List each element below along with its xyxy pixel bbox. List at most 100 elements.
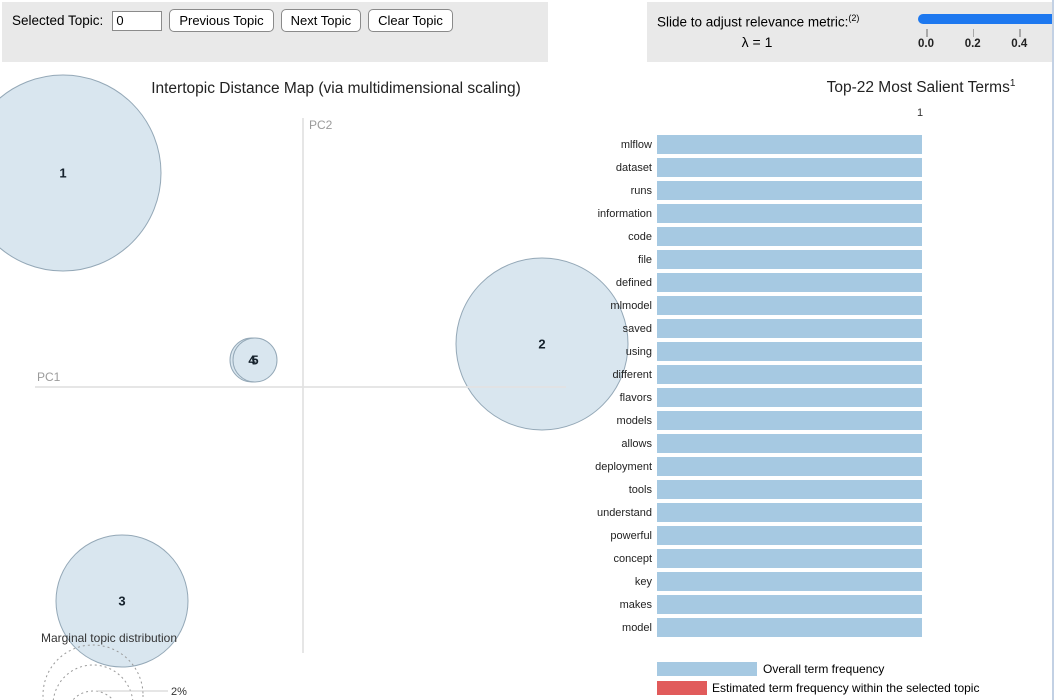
relevance-control-panel: Slide to adjust relevance metric:(2) λ =… [647, 2, 1052, 62]
selected-topic-input[interactable] [112, 10, 163, 31]
term-label[interactable]: file [637, 253, 652, 266]
relevance-metric-footnote: (2) [848, 13, 860, 23]
term-frequency-bar[interactable] [657, 135, 922, 154]
term-label[interactable]: model [622, 621, 652, 634]
term-frequency-bar[interactable] [657, 181, 922, 200]
term-label[interactable]: information [597, 207, 652, 220]
term-frequency-bar[interactable] [657, 342, 922, 361]
term-frequency-bar[interactable] [657, 319, 922, 338]
term-row: key [522, 572, 922, 591]
term-label[interactable]: saved [622, 322, 652, 335]
slider-tick-mark [1019, 29, 1021, 37]
slider-tick-label: 0.2 [964, 38, 981, 50]
term-row: makes [522, 595, 922, 614]
topic-labels-group: 1 2 3 45 [59, 166, 545, 609]
term-frequency-bar[interactable] [657, 503, 922, 522]
term-frequency-bar[interactable] [657, 549, 922, 568]
term-row: different [522, 365, 922, 384]
term-row: understand [522, 503, 922, 522]
marginal-legend-2pct-label: 2% [171, 686, 187, 698]
term-frequency-bar[interactable] [657, 227, 922, 246]
term-label[interactable]: defined [615, 276, 652, 289]
topic-circle-5[interactable] [232, 337, 278, 383]
lambda-value-label: λ = 1 [741, 34, 773, 50]
slider-tick-label: 0.0 [918, 38, 934, 50]
term-row: code [522, 227, 922, 246]
topic-circle-1[interactable] [0, 74, 162, 272]
barchart-axis-tick: 1 [916, 107, 924, 119]
term-label[interactable]: mlmodel [610, 299, 652, 312]
term-row: defined [522, 273, 922, 292]
selected-topic-label: Selected Topic: [12, 13, 104, 28]
term-frequency-bar[interactable] [657, 457, 922, 476]
term-frequency-bar[interactable] [657, 411, 922, 430]
term-label[interactable]: concept [613, 552, 652, 565]
term-frequency-bar[interactable] [657, 365, 922, 384]
slider-tick-mark [926, 29, 928, 37]
term-frequency-bar[interactable] [657, 296, 922, 315]
legend-selected-label: Estimated term frequency within the sele… [712, 681, 980, 695]
term-label[interactable]: understand [596, 506, 652, 519]
term-row: deployment [522, 457, 922, 476]
term-frequency-bar[interactable] [657, 595, 922, 614]
term-row: allows [522, 434, 922, 453]
term-label[interactable]: mlflow [620, 138, 652, 151]
term-row: dataset [522, 158, 922, 177]
term-frequency-bar[interactable] [657, 434, 922, 453]
term-row: model [522, 618, 922, 637]
term-label[interactable]: different [612, 368, 652, 381]
barchart-rows: mlflow dataset runs information code file defi… [522, 135, 922, 641]
term-frequency-bar[interactable] [657, 158, 922, 177]
term-label[interactable]: dataset [615, 161, 652, 174]
term-label[interactable]: using [625, 345, 652, 358]
term-row: tools [522, 480, 922, 499]
next-topic-button[interactable]: Next Topic [280, 9, 362, 32]
term-label[interactable]: deployment [595, 460, 652, 473]
term-frequency-bar[interactable] [657, 388, 922, 407]
barchart-title: Top-22 Most Salient Terms1 [770, 78, 1058, 97]
term-label[interactable]: allows [621, 437, 652, 450]
term-label[interactable]: key [634, 575, 652, 588]
term-row: runs [522, 181, 922, 200]
term-frequency-bar[interactable] [657, 526, 922, 545]
topic-circle-label-4: 4 [248, 353, 256, 368]
clear-topic-button[interactable]: Clear Topic [368, 9, 453, 32]
term-label[interactable]: powerful [610, 529, 652, 542]
term-label[interactable]: models [616, 414, 652, 427]
term-label[interactable]: runs [630, 184, 652, 197]
barchart-title-footnote: 1 [1009, 78, 1016, 89]
relevance-slider[interactable] [918, 14, 1052, 24]
term-row: mlflow [522, 135, 922, 154]
marginal-legend-circle-small [72, 690, 114, 700]
term-frequency-bar[interactable] [657, 618, 922, 637]
legend-overall-swatch [657, 662, 757, 676]
term-frequency-bar[interactable] [657, 250, 922, 269]
term-frequency-bar[interactable] [657, 572, 922, 591]
term-row: concept [522, 549, 922, 568]
topic-circle-label-1: 1 [59, 166, 66, 181]
relevance-metric-label: Slide to adjust relevance metric:(2) [657, 13, 859, 30]
term-row: mlmodel [522, 296, 922, 315]
term-label[interactable]: flavors [619, 391, 652, 404]
topic-circle-label-5: 5 [251, 353, 258, 368]
term-label[interactable]: code [628, 230, 652, 243]
term-label[interactable]: makes [619, 598, 652, 611]
term-row: powerful [522, 526, 922, 545]
topic-control-panel: Selected Topic: Previous Topic Next Topi… [2, 2, 548, 62]
term-row: saved [522, 319, 922, 338]
pc2-axis-label: PC2 [309, 118, 333, 132]
term-label[interactable]: tools [628, 483, 652, 496]
topic-circle-3[interactable] [55, 534, 189, 668]
term-row: models [522, 411, 922, 430]
term-frequency-bar[interactable] [657, 480, 922, 499]
topic-circle-label-2: 2 [538, 337, 545, 352]
marginal-legend-circle-large [42, 644, 144, 700]
map-title: Intertopic Distance Map (via multidimens… [151, 80, 521, 97]
term-frequency-bar[interactable] [657, 204, 922, 223]
legend-overall-label: Overall term frequency [763, 662, 885, 676]
pc1-axis-label: PC1 [37, 370, 61, 384]
marginal-distribution-title: Marginal topic distribution [41, 631, 177, 645]
previous-topic-button[interactable]: Previous Topic [169, 9, 274, 32]
term-frequency-bar[interactable] [657, 273, 922, 292]
